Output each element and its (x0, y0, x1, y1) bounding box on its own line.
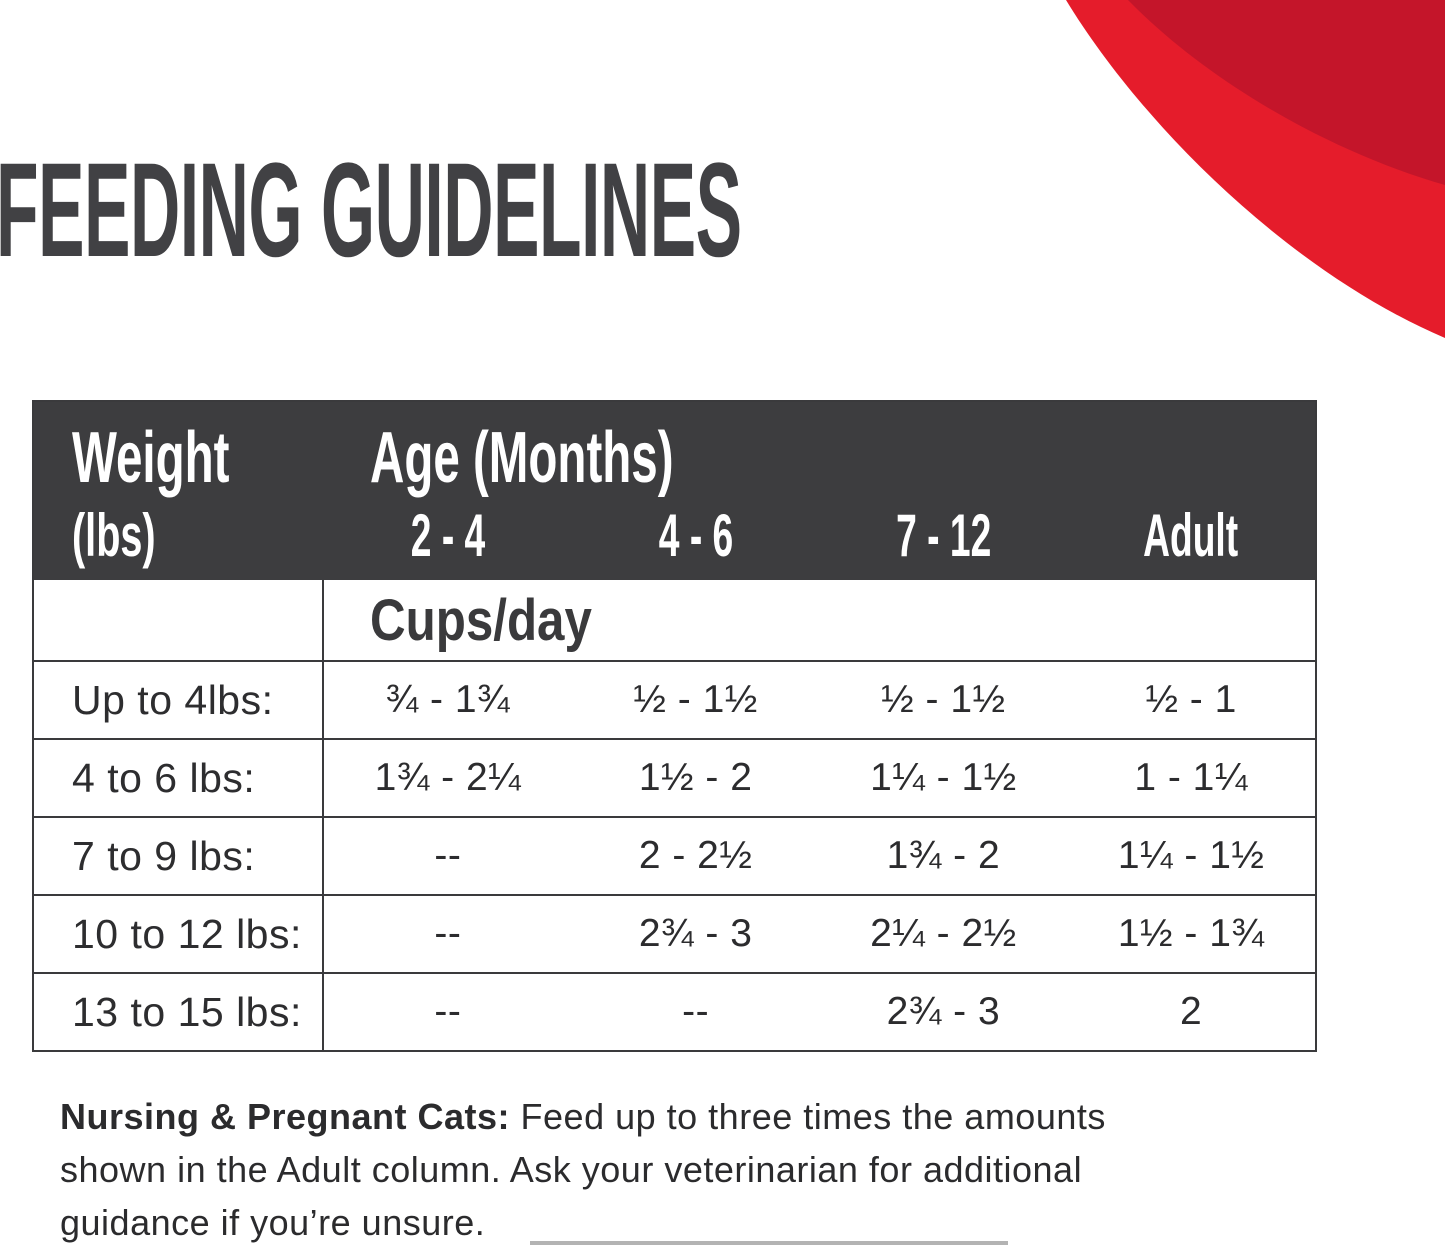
value-cell: -- (682, 990, 710, 1033)
weight-header-label: Weight (72, 418, 230, 498)
cups-per-day-label: Cups/day (370, 587, 592, 653)
feeding-table: Weight Age (Months) (lbs) 2 - 4 4 - 6 (32, 400, 1317, 1052)
weight-unit-label: (lbs) (72, 502, 156, 569)
weight-cell: Up to 4lbs: (34, 662, 324, 738)
table-row: 4 to 6 lbs: 1¾ - 2¼ 1½ - 2 1¼ - 1½ 1 - 1… (34, 738, 1315, 816)
value-cell: 2¾ - 3 (638, 912, 753, 955)
value-cell: -- (434, 834, 462, 877)
table-row: 13 to 15 lbs: -- -- 2¾ - 3 2 (34, 972, 1315, 1050)
page-title: FEEDING GUIDELINES (0, 144, 1430, 278)
weight-cell: 13 to 15 lbs: (34, 974, 324, 1050)
page-title-text: FEEDING GUIDELINES (0, 136, 742, 285)
weight-header-cell: Weight (34, 422, 324, 494)
value-cell: 1 - 1¼ (1134, 756, 1248, 799)
value-cell: ¾ - 1¾ (385, 678, 511, 721)
weight-cell: 10 to 12 lbs: (34, 896, 324, 972)
table-row: Up to 4lbs: ¾ - 1¾ ½ - 1½ ½ - 1½ ½ - 1 (34, 660, 1315, 738)
table-row: 7 to 9 lbs: -- 2 - 2½ 1¾ - 2 1¼ - 1½ (34, 816, 1315, 894)
table-row: 10 to 12 lbs: -- 2¾ - 3 2¼ - 2½ 1½ - 1¾ (34, 894, 1315, 972)
value-cell: 1¾ - 2¼ (374, 756, 522, 799)
age-header-label: Age (Months) (370, 418, 674, 498)
cropped-divider-line (530, 1241, 1008, 1245)
note-lead: Nursing & Pregnant Cats: (60, 1096, 511, 1137)
age-column-header-adult: Adult (1143, 502, 1239, 569)
value-cell: 1¾ - 2 (886, 834, 1001, 877)
value-cell: 2¼ - 2½ (870, 912, 1017, 955)
age-header-cell: Age (Months) (324, 422, 1315, 494)
value-cell: 2 - 2½ (638, 834, 753, 877)
nursing-pregnant-note: Nursing & Pregnant Cats: Feed up to thre… (60, 1090, 1360, 1245)
weight-cell: 4 to 6 lbs: (34, 740, 324, 816)
value-cell: -- (434, 990, 462, 1033)
note-line-1: Nursing & Pregnant Cats: Feed up to thre… (60, 1096, 1106, 1137)
value-cell: ½ - 1½ (881, 678, 1006, 721)
units-row-label-cell: Cups/day (324, 580, 1315, 660)
value-cell: -- (434, 912, 462, 955)
value-cell: 1½ - 2 (638, 756, 753, 799)
note-line-2: shown in the Adult column. Ask your vete… (60, 1149, 1083, 1190)
age-column-header-4-6: 4 - 6 (658, 502, 733, 569)
table-header: Weight Age (Months) (lbs) 2 - 4 4 - 6 (34, 402, 1315, 580)
value-cell: 2¾ - 3 (886, 990, 1001, 1033)
age-column-header-2-4: 2 - 4 (410, 502, 486, 569)
value-cell: ½ - 1½ (633, 678, 758, 721)
weight-cell: 7 to 9 lbs: (34, 818, 324, 894)
value-cell: 1¼ - 1½ (870, 756, 1017, 799)
value-cell: 2 (1180, 990, 1203, 1033)
age-columns-row: 2 - 4 4 - 6 7 - 12 Adult (324, 506, 1315, 566)
units-row-empty-cell (34, 580, 324, 660)
age-column-header-7-12: 7 - 12 (895, 502, 991, 569)
value-cell: 1¼ - 1½ (1117, 834, 1265, 877)
note-line-3: guidance if you’re unsure. (60, 1202, 486, 1243)
weight-unit-cell: (lbs) (34, 506, 324, 566)
units-row: Cups/day (34, 580, 1315, 660)
value-cell: ½ - 1 (1145, 678, 1237, 721)
value-cell: 1½ - 1¾ (1117, 912, 1265, 955)
